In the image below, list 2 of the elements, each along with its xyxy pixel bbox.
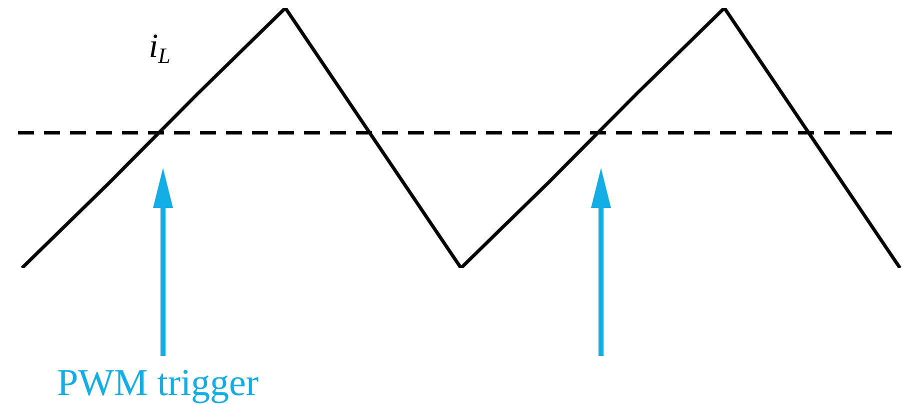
text: PWM trigger [57, 362, 259, 404]
series-label: i$_{L}$ [148, 28, 170, 68]
